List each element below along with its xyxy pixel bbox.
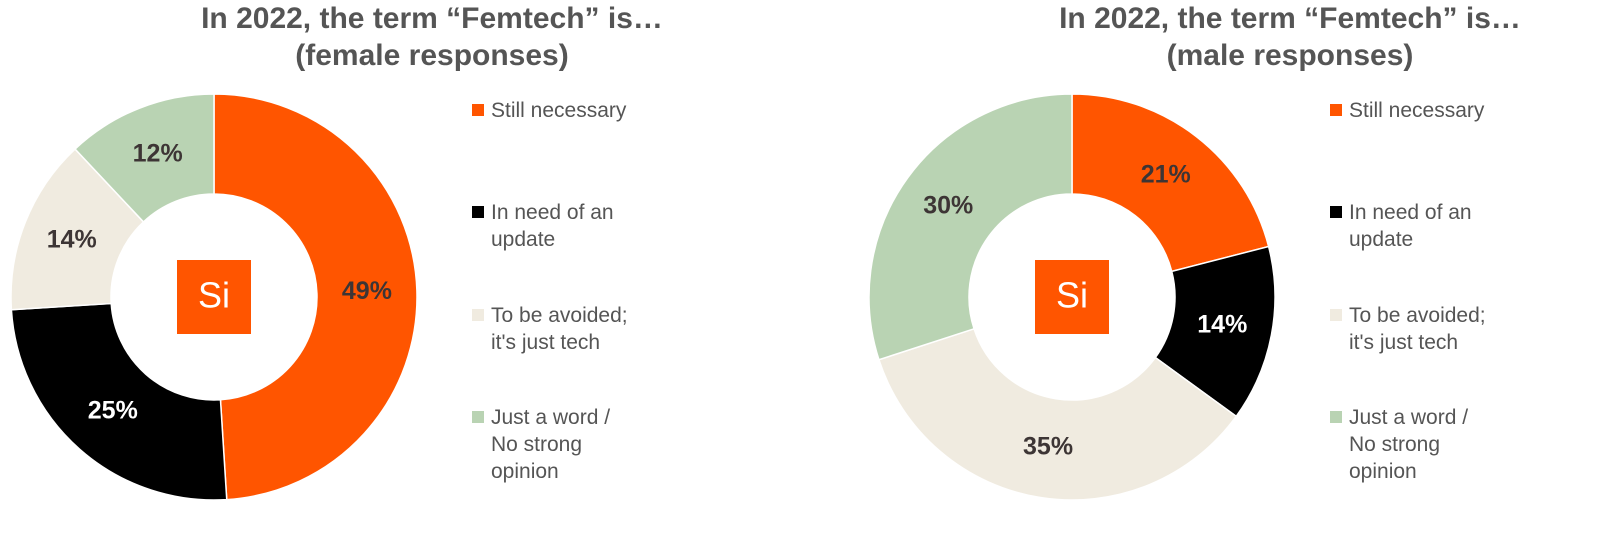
logo-box [1035,260,1109,334]
donut-segment [10,147,145,311]
legend-item: To be avoided; it's just tech [1330,302,1499,356]
chart-title: In 2022, the term “Femtech” is… [201,2,663,35]
legend-swatch [472,309,484,321]
data-label: 14% [47,225,97,253]
legend-swatch [472,206,484,218]
donut-segment [868,93,1073,361]
chart-subtitle: (male responses) [1167,39,1414,72]
legend-swatch [472,411,484,423]
donut-segment [1071,93,1270,273]
chart-subtitle: (female responses) [295,39,568,72]
chart-title: In 2022, the term “Femtech” is… [1059,2,1521,35]
donut-segment [73,93,215,223]
legend-item: Just a word / No strong opinion [1330,404,1499,485]
legend-label: To be avoided; it's just tech [1349,304,1486,354]
legend-item: Just a word / No strong opinion [472,404,641,485]
legend-item: In need of an update [1330,199,1499,253]
legend-label: Just a word / No strong opinion [491,406,611,483]
data-label: 49% [342,277,392,305]
legend-label: Still necessary [491,99,627,122]
legend-item: To be avoided; it's just tech [472,302,641,356]
data-label: 21% [1141,161,1191,189]
legend-item: Still necessary [472,97,641,124]
legend-swatch [1330,206,1342,218]
legend-label: In need of an update [1349,201,1472,251]
legend-swatch [472,104,484,116]
data-label: 14% [1197,310,1247,338]
logo-box [177,260,251,334]
donut-segment [877,327,1238,501]
legend-label: In need of an update [491,201,614,251]
legend-item: In need of an update [472,199,641,253]
legend-label: Still necessary [1349,99,1485,122]
legend-swatch [1330,104,1342,116]
data-label: 35% [1023,433,1073,461]
logo-text: Si [1056,275,1088,316]
legend-label: Just a word / No strong opinion [1349,406,1469,483]
legend-swatch [1330,309,1342,321]
donut-segment [10,302,228,501]
legend-label: To be avoided; it's just tech [491,304,628,354]
data-label: 30% [923,192,973,220]
donut-segment [213,93,418,501]
donut-segment [1154,245,1276,418]
data-label: 12% [133,139,183,167]
logo-text: Si [198,275,230,316]
legend-swatch [1330,411,1342,423]
data-label: 25% [88,396,138,424]
legend-item: Still necessary [1330,97,1499,124]
